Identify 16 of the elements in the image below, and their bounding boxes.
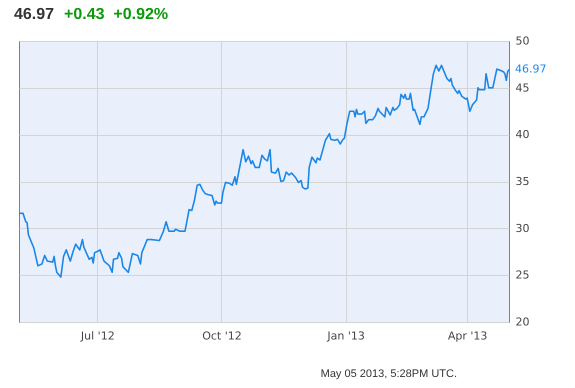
x-tick-label: Jan '13: [326, 330, 365, 342]
y-tick-label: 20: [516, 316, 530, 328]
y-tick-label: 50: [516, 34, 530, 48]
x-tick-label: Oct '12: [202, 330, 242, 342]
chart-subtitle: +0.43 +0.92%: [64, 6, 168, 23]
y-tick-label: 35: [516, 175, 530, 188]
x-tick-label: Apr '13: [448, 330, 488, 342]
y-tick-label: 40: [516, 128, 530, 142]
y-tick-label: 25: [516, 268, 530, 282]
y-tick-label: 45: [516, 81, 530, 94]
annotation: 46.97: [515, 62, 546, 76]
chart-title: 46.97: [14, 6, 54, 23]
line-series: [19, 64, 509, 278]
x-tick-label: Jul '12: [80, 330, 115, 342]
y-tick-label: 30: [516, 222, 530, 235]
text: May 05 2013, 5:28PM UTC.: [320, 368, 457, 380]
